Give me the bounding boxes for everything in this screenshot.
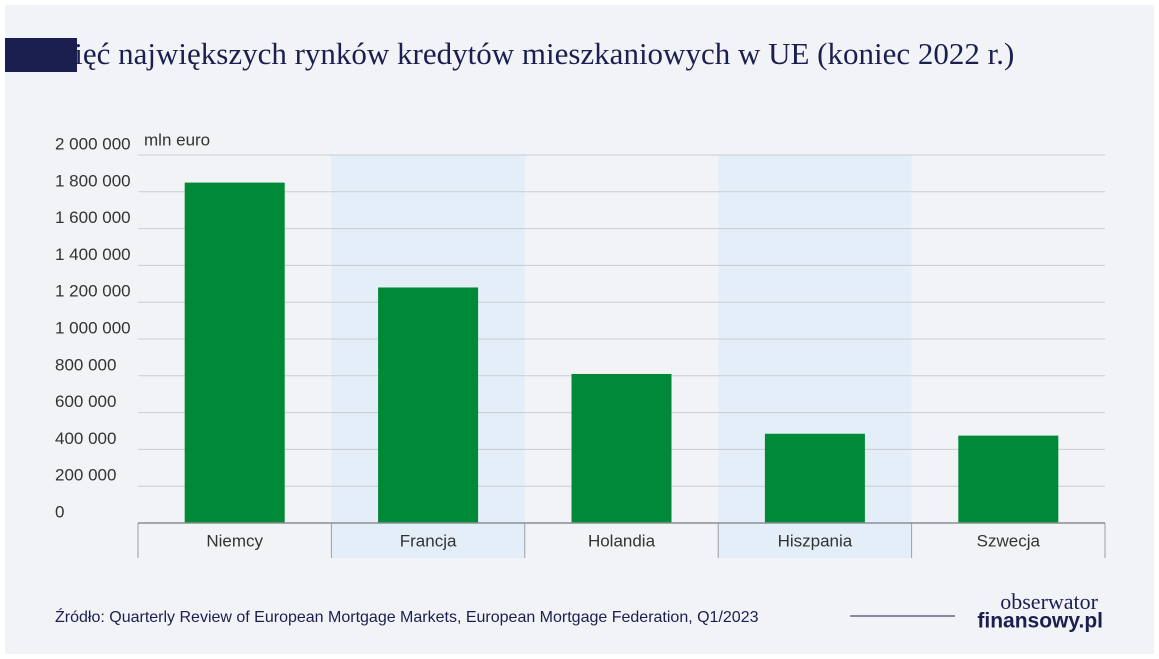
y-tick-label: 1 200 000 [55,282,131,301]
y-tick-label: 1 800 000 [55,171,131,190]
x-tick-label: Niemcy [206,531,263,550]
y-tick-label: 1 400 000 [55,245,131,264]
title-block [5,38,77,72]
chart-title: Pięć największych rynków kredytów mieszk… [57,36,1014,71]
logo-bottom: finansowy.pl [977,610,1103,633]
bar [958,435,1059,523]
bar [764,433,865,523]
unit-label: mln euro [144,130,210,149]
y-tick-label: 1 600 000 [55,208,131,227]
bar [571,373,672,523]
y-tick-label: 0 [55,502,64,521]
y-tick-label: 1 000 000 [55,318,131,337]
x-tick-label: Hiszpania [778,531,853,550]
y-tick-label: 800 000 [55,355,116,374]
source: Źródło: Quarterly Review of European Mor… [55,607,759,626]
bar [378,287,479,523]
y-tick-label: 2 000 000 [55,134,131,153]
background [5,5,1154,654]
y-tick-label: 400 000 [55,429,116,448]
y-tick-label: 600 000 [55,392,116,411]
bar [184,182,285,523]
logo-top: obserwator [1000,589,1098,614]
x-tick-label: Francja [400,531,457,550]
x-tick-label: Szwecja [977,531,1041,550]
x-tick-label: Holandia [588,531,656,550]
y-tick-label: 200 000 [55,466,116,485]
